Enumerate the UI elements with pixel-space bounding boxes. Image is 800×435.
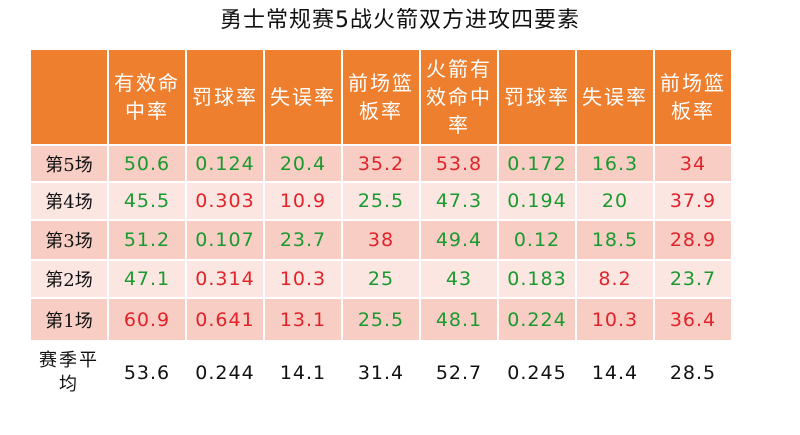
table-cell: 53.8 <box>421 146 497 181</box>
table-cell: 13.1 <box>265 299 341 340</box>
season-average-row: 赛季平均 53.6 0.244 14.1 31.4 52.7 0.245 14.… <box>31 342 731 404</box>
header-cell: 罚球率 <box>499 50 575 144</box>
row-label: 第2场 <box>31 261 107 297</box>
table-cell: 0.107 <box>187 221 263 259</box>
table-row: 第5场 50.6 0.124 20.4 35.2 53.8 0.172 16.3 34 <box>31 146 731 181</box>
table-cell: 0.303 <box>187 183 263 219</box>
table-cell: 28.5 <box>655 342 731 404</box>
table-cell: 10.3 <box>577 299 653 340</box>
header-cell: 火箭有效命中率 <box>421 50 497 144</box>
table-row: 第2场 47.1 0.314 10.3 25 43 0.183 8.2 23.7 <box>31 261 731 297</box>
table-cell: 14.4 <box>577 342 653 404</box>
table-cell: 52.7 <box>421 342 497 404</box>
table-cell: 0.224 <box>499 299 575 340</box>
header-corner <box>31 50 107 144</box>
table-cell: 0.183 <box>499 261 575 297</box>
table-title: 勇士常规赛5战火箭双方进攻四要素 <box>220 8 580 33</box>
table-cell: 0.124 <box>187 146 263 181</box>
table-cell: 0.172 <box>499 146 575 181</box>
row-label: 第4场 <box>31 183 107 219</box>
table-row: 第4场 45.5 0.303 10.9 25.5 47.3 0.194 20 37.9 <box>31 183 731 219</box>
table-cell: 8.2 <box>577 261 653 297</box>
table-cell: 28.9 <box>655 221 731 259</box>
table-cell: 10.9 <box>265 183 341 219</box>
table-cell: 0.245 <box>499 342 575 404</box>
table-cell: 25.5 <box>343 183 419 219</box>
table-cell: 37.9 <box>655 183 731 219</box>
table-row: 第1场 60.9 0.641 13.1 25.5 48.1 0.224 10.3 36.4 <box>31 299 731 340</box>
table-cell: 47.3 <box>421 183 497 219</box>
table-cell: 47.1 <box>109 261 185 297</box>
table-cell: 31.4 <box>343 342 419 404</box>
stats-table: 有效命中率 罚球率 失误率 前场篮板率 火箭有效命中率 罚球率 失误率 前场篮板… <box>29 48 733 406</box>
header-row: 有效命中率 罚球率 失误率 前场篮板率 火箭有效命中率 罚球率 失误率 前场篮板… <box>31 50 731 144</box>
table-cell: 25 <box>343 261 419 297</box>
table-cell: 10.3 <box>265 261 341 297</box>
table-cell: 35.2 <box>343 146 419 181</box>
table-cell: 38 <box>343 221 419 259</box>
table-cell: 20.4 <box>265 146 341 181</box>
table-cell: 18.5 <box>577 221 653 259</box>
table-cell: 45.5 <box>109 183 185 219</box>
table-cell: 23.7 <box>265 221 341 259</box>
table-cell: 43 <box>421 261 497 297</box>
header-cell: 失误率 <box>265 50 341 144</box>
header-cell: 罚球率 <box>187 50 263 144</box>
table-cell: 50.6 <box>109 146 185 181</box>
table-cell: 14.1 <box>265 342 341 404</box>
table-cell: 0.314 <box>187 261 263 297</box>
row-label: 第1场 <box>31 299 107 340</box>
table-cell: 0.194 <box>499 183 575 219</box>
table-cell: 36.4 <box>655 299 731 340</box>
header-cell: 前场篮板率 <box>343 50 419 144</box>
table-cell: 0.12 <box>499 221 575 259</box>
table-cell: 23.7 <box>655 261 731 297</box>
table-cell: 0.641 <box>187 299 263 340</box>
row-label: 赛季平均 <box>31 342 107 404</box>
table-cell: 20 <box>577 183 653 219</box>
table-cell: 60.9 <box>109 299 185 340</box>
table-row: 第3场 51.2 0.107 23.7 38 49.4 0.12 18.5 28.9 <box>31 221 731 259</box>
table-cell: 49.4 <box>421 221 497 259</box>
table-cell: 53.6 <box>109 342 185 404</box>
table-cell: 34 <box>655 146 731 181</box>
header-cell: 前场篮板率 <box>655 50 731 144</box>
header-cell: 有效命中率 <box>109 50 185 144</box>
table-cell: 0.244 <box>187 342 263 404</box>
table-cell: 51.2 <box>109 221 185 259</box>
header-cell: 失误率 <box>577 50 653 144</box>
table-cell: 48.1 <box>421 299 497 340</box>
row-label: 第5场 <box>31 146 107 181</box>
row-label: 第3场 <box>31 221 107 259</box>
table-cell: 16.3 <box>577 146 653 181</box>
table-cell: 25.5 <box>343 299 419 340</box>
